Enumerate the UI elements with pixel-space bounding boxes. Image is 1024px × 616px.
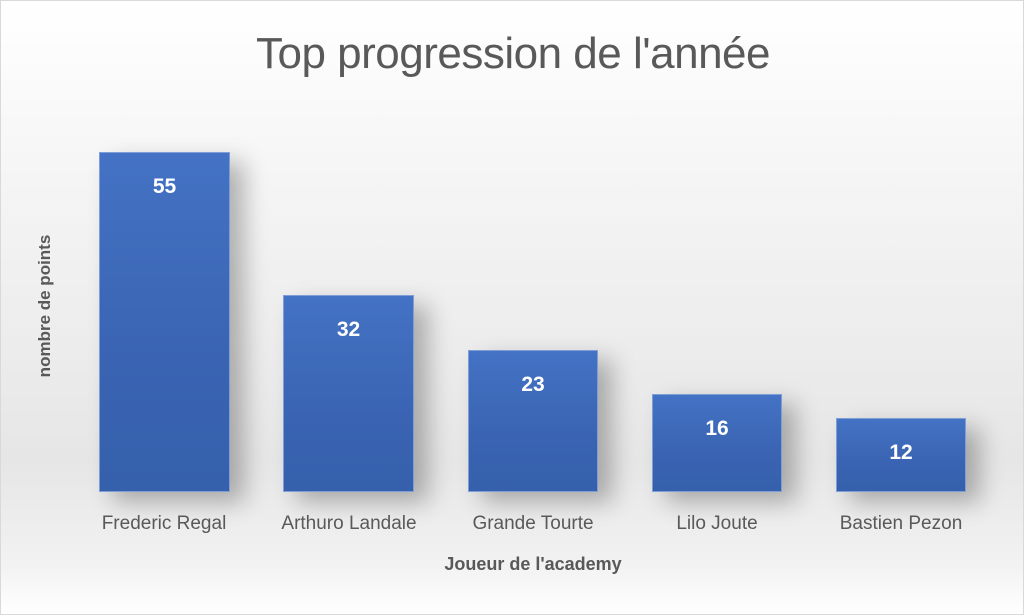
x-tick-label: Bastien Pezon <box>839 513 963 534</box>
bar-grande-tourte: 23 <box>468 350 598 492</box>
bar-arthuro-landale: 32 <box>283 295 414 492</box>
bar-lilo-joute: 16 <box>652 394 782 492</box>
data-label: 32 <box>336 318 361 341</box>
x-tick-label: Frederic Regal <box>101 513 227 534</box>
bar-bastien-pezon: 12 <box>836 418 966 492</box>
data-label: 16 <box>705 417 729 440</box>
data-label: 55 <box>152 175 177 198</box>
x-tick-label: Grande Tourte <box>472 513 594 534</box>
bar-frederic-regal: 55 <box>99 152 230 492</box>
x-tick-label: Lilo Joute <box>676 513 758 534</box>
data-label: 23 <box>521 373 545 396</box>
x-tick-label: Arthuro Landale <box>281 513 417 534</box>
x-axis-label: Joueur de l'academy <box>444 554 622 574</box>
chart-title: Top progression de l'année <box>256 29 771 78</box>
data-label: 12 <box>889 441 913 464</box>
